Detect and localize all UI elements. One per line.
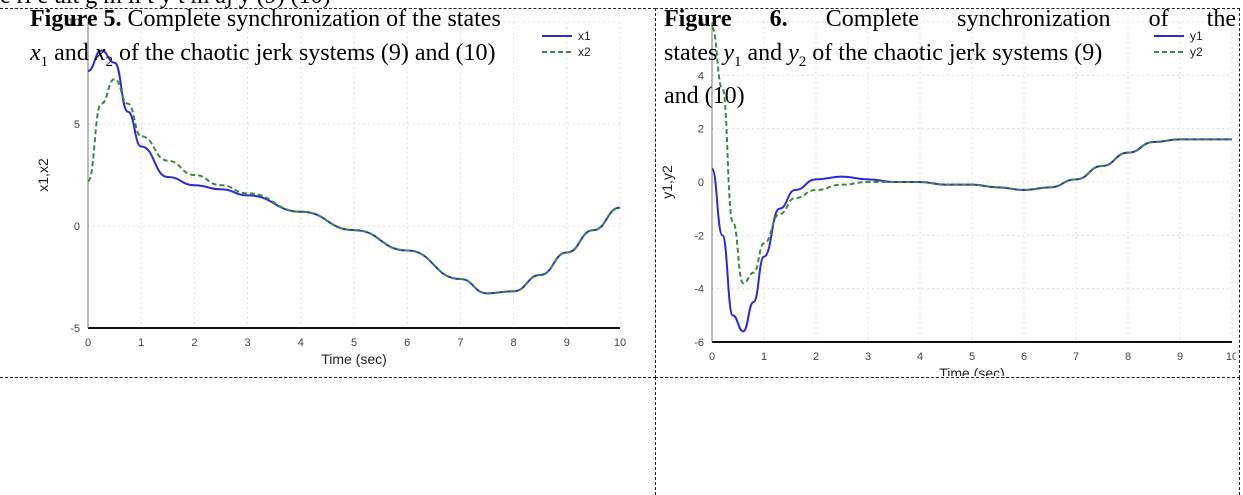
figure-6-caption-line-1: Figure 6. Complete synchronization of th… xyxy=(664,6,1237,32)
legend-label-x2: x2 xyxy=(578,45,591,59)
x-tick-label: 4 xyxy=(917,351,923,363)
y-axis-label: x1,x2 xyxy=(35,158,51,192)
x-tick-label: 8 xyxy=(1125,351,1131,363)
x-tick-label: 8 xyxy=(511,337,517,349)
figure-5-caption-line-1: Figure 5. Complete synchronization of th… xyxy=(30,6,501,32)
x-tick-label: 6 xyxy=(1021,351,1027,363)
y-tick-label: -6 xyxy=(694,337,704,349)
x-tick-label: 3 xyxy=(865,351,871,363)
x-tick-label: 2 xyxy=(813,351,819,363)
x-tick-label: 2 xyxy=(191,337,197,349)
figure-6-caption-line-3: and (10) xyxy=(664,82,745,109)
legend-label-x1: x1 xyxy=(578,29,591,43)
y-tick-label: 0 xyxy=(74,221,80,233)
figure-6-caption: Figure 6. Complete synchronization of th… xyxy=(664,2,1236,113)
y-tick-label: 5 xyxy=(74,119,80,131)
x-tick-label: 5 xyxy=(351,337,357,349)
cut-off-text-line: e ri e ult g m ll t y t m aj y (9) (10) xyxy=(0,0,1243,8)
y-tick-label: 2 xyxy=(698,124,704,136)
x-tick-label: 4 xyxy=(298,337,304,349)
x-tick-label: 10 xyxy=(1226,351,1236,363)
figure-5-caption: Figure 5. Complete synchronization of th… xyxy=(30,2,645,79)
series-line-x2 xyxy=(87,78,621,295)
x-tick-label: 9 xyxy=(1177,351,1183,363)
x-tick-label: 9 xyxy=(564,337,570,349)
y-tick-label: -4 xyxy=(694,284,704,296)
y-tick-label: 4 xyxy=(698,70,704,82)
x-tick-label: 10 xyxy=(614,337,626,349)
x-axis-label: Time (sec) xyxy=(939,365,1005,376)
figure-5-chart: 0 1 2 3 4 5 6 7 8 9 10 -5 0 5 10 Time (sec) x1,x2 x1 x2 xyxy=(35,17,626,367)
figure-5-label: Figure 5. xyxy=(30,6,122,32)
x-tick-label: 6 xyxy=(404,337,410,349)
legend-label-y1: y1 xyxy=(1190,29,1203,43)
y-tick-label: -2 xyxy=(694,230,704,242)
x-tick-label: 3 xyxy=(245,337,251,349)
legend-label-y2: y2 xyxy=(1190,45,1203,59)
y-tick-label: 10 xyxy=(68,17,80,29)
figure-5-caption-line-2: x1 and x2 of the chaotic jerk systems (9… xyxy=(30,40,496,70)
series-line-y2 xyxy=(711,26,1232,285)
x-tick-label: 0 xyxy=(85,337,91,349)
series-line-x1 xyxy=(87,49,621,295)
x-axis-label: Time (sec) xyxy=(321,351,387,367)
y-tick-label: 0 xyxy=(698,177,704,189)
figure-6-chart: 0 1 2 3 4 5 6 7 8 9 10 -6 -4 -2 0 2 4 6 Time (sec) y1,y2 y1 y… xyxy=(662,17,1236,376)
figure-6-caption-line-2: states y1 and y2 of the chaotic jerk sys… xyxy=(664,40,1103,70)
y-tick-label: 6 xyxy=(698,17,704,29)
x-tick-label: 1 xyxy=(138,337,144,349)
x-tick-label: 7 xyxy=(457,337,463,349)
caption-6-cell xyxy=(655,377,1240,495)
caption-5-cell xyxy=(0,377,656,495)
figure-6-label: Figure 6. xyxy=(664,6,788,32)
y-axis-label: y1,y2 xyxy=(662,165,675,199)
x-tick-label: 1 xyxy=(761,351,767,363)
x-tick-label: 7 xyxy=(1073,351,1079,363)
x-tick-label: 0 xyxy=(709,351,715,363)
y-tick-label: -5 xyxy=(70,323,80,335)
x-tick-label: 5 xyxy=(969,351,975,363)
